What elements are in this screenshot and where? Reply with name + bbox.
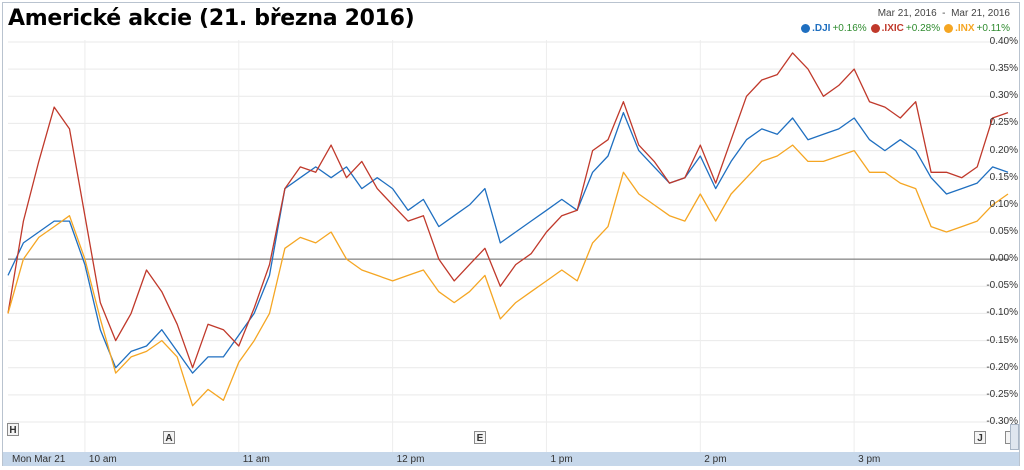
news-flag-j[interactable]: J bbox=[974, 431, 986, 444]
time-axis-strip bbox=[3, 452, 1019, 466]
y-tick-label: -0.30% bbox=[986, 416, 1018, 427]
legend-item[interactable]: .INX +0.11% bbox=[944, 23, 1010, 34]
y-tick-label: 0.35% bbox=[989, 63, 1018, 75]
x-tick-label: 11 am bbox=[242, 454, 270, 465]
x-tick-label: 12 pm bbox=[396, 454, 425, 465]
legend-name: .IXIC bbox=[881, 23, 904, 34]
legend-item[interactable]: .DJI +0.16% bbox=[801, 23, 867, 34]
y-tick-label: 0.00% bbox=[989, 253, 1018, 265]
legend-dot-icon bbox=[870, 24, 880, 33]
x-tick-label: 1 pm bbox=[550, 454, 573, 465]
legend-change: +0.11% bbox=[976, 23, 1010, 34]
y-tick-label: -0.10% bbox=[986, 307, 1018, 319]
series-line-ixic bbox=[7, 52, 1009, 369]
legend-dot-icon bbox=[944, 24, 954, 33]
legend-dot-icon bbox=[801, 24, 811, 33]
series-lines bbox=[7, 52, 1009, 407]
legend-change: +0.16% bbox=[832, 23, 867, 34]
news-flag-e[interactable]: E bbox=[474, 431, 486, 444]
y-tick-label: 0.30% bbox=[989, 90, 1018, 102]
y-tick-label: 0.25% bbox=[989, 117, 1018, 129]
x-tick-label: 10 am bbox=[88, 454, 117, 465]
y-tick-label: -0.25% bbox=[986, 388, 1018, 400]
series-line-inx bbox=[7, 144, 1009, 407]
series-line-dji bbox=[7, 111, 1009, 374]
y-tick-label: -0.05% bbox=[986, 280, 1018, 292]
y-tick-label: 0.10% bbox=[989, 198, 1018, 210]
x-tick-label: 2 pm bbox=[704, 454, 727, 465]
legend-change: +0.28% bbox=[905, 23, 941, 34]
legend: .DJI +0.16% .IXIC +0.28% .INX +0.11% bbox=[801, 23, 1010, 34]
legend-item[interactable]: .IXIC +0.28% bbox=[870, 23, 941, 34]
chart-title: Americké akcie (21. března 2016) bbox=[8, 6, 415, 31]
news-flag-h[interactable]: H bbox=[7, 423, 19, 436]
x-tick-label: Mon Mar 21 bbox=[12, 454, 66, 465]
y-tick-label: 0.05% bbox=[989, 226, 1018, 237]
legend-name: .DJI bbox=[812, 23, 831, 34]
y-tick-label: 0.20% bbox=[989, 144, 1018, 156]
x-tick-label: 3 pm bbox=[858, 454, 881, 465]
y-tick-label: -0.15% bbox=[986, 334, 1018, 346]
y-tick-label: -0.20% bbox=[986, 361, 1018, 373]
date-range: Mar 21, 2016 - Mar 21, 2016 bbox=[877, 8, 1010, 19]
grid-lines bbox=[8, 40, 1010, 452]
y-tick-label: 0.40% bbox=[989, 36, 1018, 47]
news-flag-a[interactable]: A bbox=[163, 431, 175, 444]
legend-name: .INX bbox=[955, 23, 975, 34]
scroll-handle[interactable] bbox=[1010, 424, 1019, 450]
y-tick-label: 0.15% bbox=[989, 171, 1018, 183]
